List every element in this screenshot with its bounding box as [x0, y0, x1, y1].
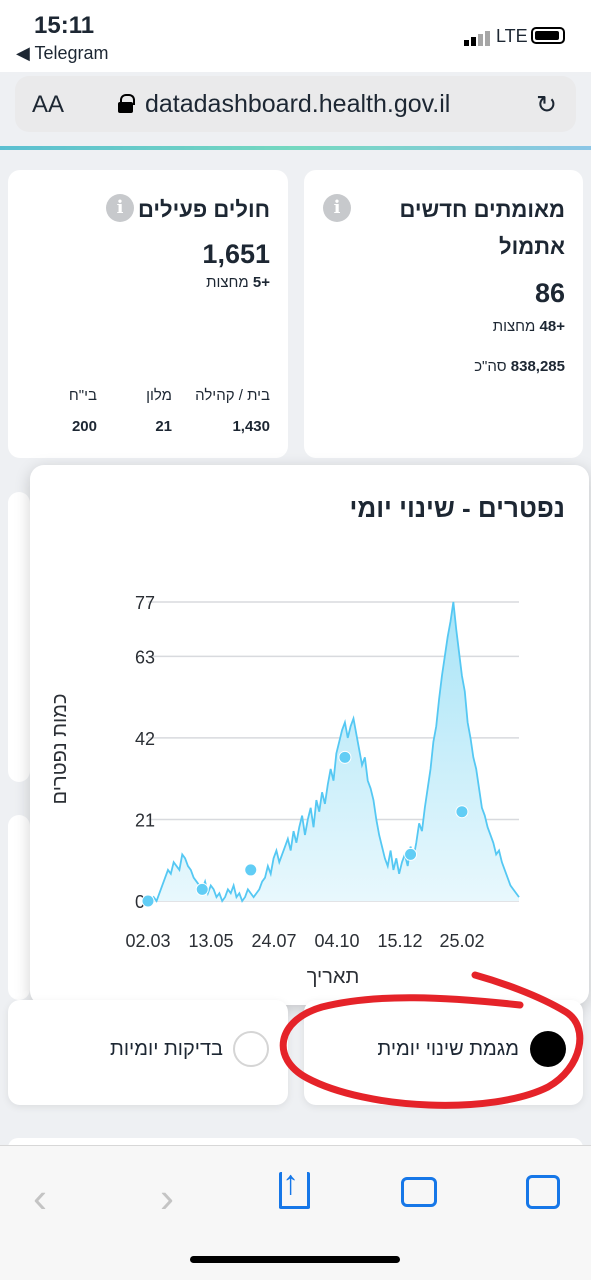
new-confirmed-total: 838,285 סה"כ — [474, 358, 565, 375]
browser-address-bar[interactable]: AA datadashboard.health.gov.il ↻ — [15, 76, 576, 132]
new-confirmed-value: 86 — [534, 278, 565, 308]
new-confirmed-delta: +48 מחצות — [492, 318, 565, 335]
hospital-value: 200 — [71, 418, 97, 435]
chart-marker[interactable] — [338, 750, 352, 764]
reload-icon[interactable]: ↻ — [536, 91, 557, 119]
x-tick-label: 15.12 — [377, 931, 422, 951]
y-tick-label: 77 — [135, 593, 155, 613]
y-tick-label: 21 — [135, 810, 155, 830]
x-tick-label: 24.07 — [251, 931, 296, 951]
signal-strength-icon — [464, 28, 492, 46]
y-tick-label: 0 — [135, 892, 145, 912]
background-card-lower-left — [8, 815, 30, 1000]
home-community-value: 1,430 — [232, 418, 270, 435]
daily-deaths-line — [148, 601, 520, 903]
daily-trend-tab[interactable]: מגמת שינוי יומית — [304, 1000, 583, 1105]
bookmarks-icon[interactable] — [401, 1177, 437, 1207]
chart-marker[interactable] — [141, 894, 155, 908]
forward-icon[interactable]: › — [160, 1174, 174, 1221]
lock-icon — [118, 94, 135, 113]
tabs-icon[interactable] — [526, 1175, 560, 1209]
info-icon[interactable]: i — [323, 194, 351, 222]
chart-marker[interactable] — [404, 847, 418, 861]
chart-marker[interactable] — [195, 882, 209, 896]
back-icon[interactable]: ‹ — [33, 1174, 47, 1221]
active-patients-delta: +5 מחצות — [206, 274, 270, 291]
share-arrow: ↑ — [282, 1164, 299, 1202]
daily-deaths-area — [148, 602, 519, 901]
home-community-label: בית / קהילה — [195, 387, 270, 404]
share-icon[interactable] — [279, 1172, 310, 1209]
new-confirmed-title-line-two: אתמול — [499, 234, 565, 259]
y-tick-label: 63 — [135, 647, 155, 667]
status-time: 15:11 — [34, 12, 95, 39]
daily-tests-tab[interactable]: בדיקות יומיות — [8, 1000, 288, 1105]
back-to-telegram-link[interactable]: ◀ Telegram — [16, 43, 109, 63]
bar-chart-icon — [530, 1031, 566, 1067]
chart-marker[interactable] — [244, 863, 258, 877]
new-confirmed-card: מאומתים חדשים אתמול i 86 +48 מחצות 838,2… — [304, 170, 583, 458]
text-size-button[interactable]: AA — [32, 91, 65, 118]
x-tick-label: 02.03 — [125, 931, 170, 951]
x-tick-label: 04.10 — [314, 931, 359, 951]
hotel-value: 21 — [155, 418, 172, 435]
new-confirmed-title-line-one: מאומתים חדשים — [399, 197, 565, 222]
battery-icon — [531, 27, 565, 44]
network-type: LTE — [496, 26, 528, 46]
home-indicator — [190, 1256, 400, 1263]
background-card-left — [8, 492, 30, 782]
hotel-label: מלון — [146, 387, 172, 404]
active-patients-title: חולים פעילים — [138, 197, 270, 222]
info-icon[interactable]: i — [106, 194, 134, 222]
page-accent-bar — [0, 146, 591, 150]
active-patients-value: 1,651 — [202, 239, 270, 269]
y-tick-label: 42 — [135, 729, 155, 749]
deaths-chart-popup: נפטרים - שינוי יומי 0 21 42 63 77 02.03 13.05 2… — [30, 465, 589, 1005]
url-text[interactable]: datadashboard.health.gov.il — [145, 90, 451, 118]
bar-chart-icon — [233, 1031, 269, 1067]
ios-status-bar: 15:11 ◀ Telegram LTE — [0, 0, 591, 72]
x-tick-label: 25.02 — [439, 931, 484, 951]
active-patients-card: חולים פעילים i 1,651 +5 מחצות בית / קהיל… — [8, 170, 288, 458]
chart-title: נפטרים - שינוי יומי — [349, 493, 565, 523]
x-tick-label: 13.05 — [188, 931, 233, 951]
y-axis-label: כמות נפטרים — [49, 694, 71, 805]
x-axis-label: תאריך — [307, 966, 360, 988]
deaths-daily-area-chart: 0 21 42 63 77 02.03 13.05 24.07 04.10 15.12 25.02 כ… — [49, 593, 520, 988]
daily-trend-label: מגמת שינוי יומית — [377, 1038, 519, 1060]
chart-marker[interactable] — [455, 805, 469, 819]
hospital-label: בי"ח — [68, 387, 97, 404]
daily-tests-label: בדיקות יומיות — [110, 1038, 223, 1060]
